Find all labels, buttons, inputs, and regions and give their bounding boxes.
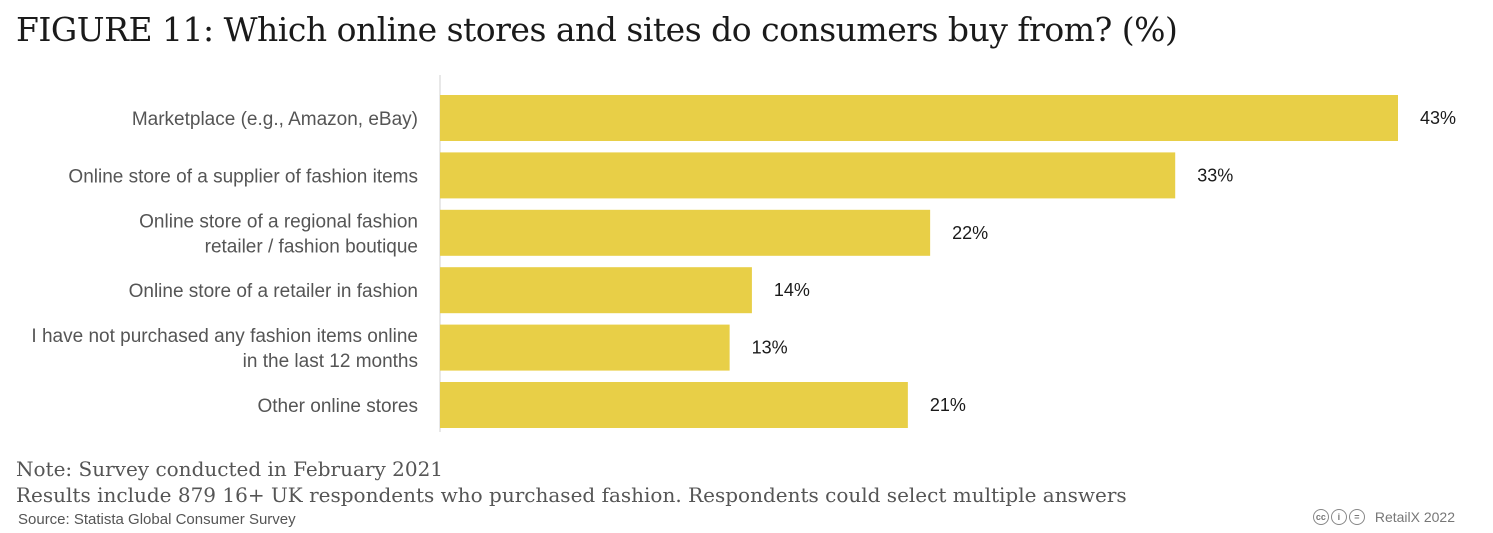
category-label-line: Online store of a retailer in fashion <box>129 281 418 302</box>
license-footer: cc i = RetailX 2022 <box>1312 509 1455 525</box>
category-label-line: Marketplace (e.g., Amazon, eBay) <box>132 109 418 130</box>
bar-5 <box>440 382 908 428</box>
category-label-1: Online store of a supplier of fashion it… <box>68 166 418 187</box>
value-label-3: 14% <box>774 280 810 300</box>
category-label-2: Online store of a regional fashion retail… <box>139 211 418 257</box>
bar-0 <box>440 95 1398 141</box>
value-label-1: 33% <box>1197 165 1233 185</box>
category-label-line: in the last 12 months <box>243 351 418 372</box>
bar-4 <box>440 324 730 371</box>
bar-3 <box>440 267 752 314</box>
value-label-4: 13% <box>752 338 788 358</box>
chart-title: FIGURE 11: Which online stores and sites… <box>16 10 1178 49</box>
category-label-line: Online store of a regional fashion <box>139 211 418 232</box>
category-label-line: retailer / fashion boutique <box>205 236 418 257</box>
value-label-5: 21% <box>930 395 966 415</box>
category-label-5: Other online stores <box>257 396 418 417</box>
value-label-2: 22% <box>952 223 988 243</box>
category-label-4: I have not purchased any fashion items o… <box>31 326 418 372</box>
category-label-0: Marketplace (e.g., Amazon, eBay) <box>132 109 418 130</box>
value-label-0: 43% <box>1420 108 1456 128</box>
category-label-3: Online store of a retailer in fashion <box>129 281 418 302</box>
bar-1 <box>440 152 1176 199</box>
source-text: Source: Statista Global Consumer Survey <box>18 511 296 528</box>
brand-label: RetailX 2022 <box>1374 509 1455 525</box>
respondents-note: Results include 879 16+ UK respondents w… <box>16 483 1127 507</box>
nd-icon: = <box>1348 509 1365 525</box>
category-label-line: Other online stores <box>257 396 418 417</box>
survey-note: Note: Survey conducted in February 2021 <box>16 457 444 481</box>
bar-2 <box>440 209 931 256</box>
cc-icon: cc <box>1312 509 1329 525</box>
category-label-line: Online store of a supplier of fashion it… <box>68 166 418 187</box>
by-icon: i <box>1330 509 1347 525</box>
category-label-line: I have not purchased any fashion items o… <box>31 326 418 347</box>
